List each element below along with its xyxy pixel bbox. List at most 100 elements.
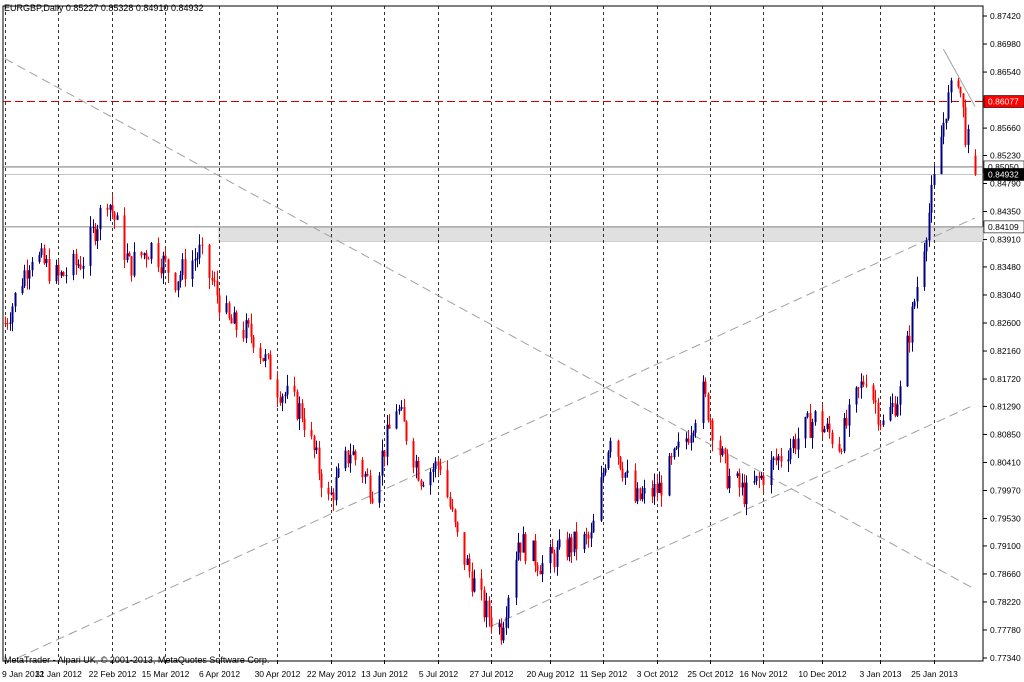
candle bbox=[753, 470, 756, 485]
candle-body bbox=[72, 253, 75, 276]
candle bbox=[860, 373, 863, 399]
candle-body bbox=[21, 285, 24, 293]
candle bbox=[539, 565, 542, 575]
candle-body bbox=[429, 471, 432, 486]
candle-body bbox=[225, 303, 228, 313]
candle-body bbox=[707, 393, 710, 421]
candle-body bbox=[177, 281, 180, 291]
candle bbox=[162, 251, 165, 285]
candle bbox=[840, 448, 843, 455]
candle bbox=[587, 531, 590, 548]
candle-body bbox=[405, 421, 408, 442]
price-tick-label: 0.81290 bbox=[990, 401, 1021, 411]
candle bbox=[806, 411, 809, 419]
candle-body bbox=[383, 450, 386, 457]
candle-body bbox=[301, 403, 304, 419]
price-label: 0.84932 bbox=[988, 169, 1019, 179]
candle bbox=[483, 586, 486, 622]
candle-body bbox=[860, 381, 863, 389]
candle-body bbox=[77, 264, 80, 266]
candle-body bbox=[857, 387, 860, 389]
candle bbox=[794, 433, 797, 455]
candle bbox=[668, 453, 671, 497]
candle bbox=[181, 253, 184, 280]
candle bbox=[690, 426, 693, 451]
time-tick-label: 11 Sep 2012 bbox=[580, 669, 628, 679]
candle-body bbox=[899, 386, 902, 405]
candle bbox=[694, 419, 697, 438]
price-tick-label: 0.83480 bbox=[990, 262, 1021, 272]
time-tick-label: 31 Jan 2012 bbox=[35, 669, 82, 679]
candle-body bbox=[157, 243, 160, 268]
candle bbox=[310, 421, 313, 440]
candle-body bbox=[485, 600, 488, 618]
candle bbox=[656, 473, 659, 502]
candle bbox=[772, 456, 775, 470]
candle-body bbox=[6, 323, 9, 325]
candle bbox=[857, 386, 860, 399]
candle bbox=[862, 375, 865, 388]
candle bbox=[123, 207, 126, 269]
candle-body bbox=[437, 461, 440, 466]
candle bbox=[96, 224, 99, 249]
candle bbox=[908, 325, 911, 353]
candle bbox=[826, 417, 829, 432]
candle bbox=[962, 93, 965, 118]
candle bbox=[797, 427, 800, 458]
candle bbox=[9, 312, 12, 331]
candle bbox=[109, 204, 112, 222]
candle-body bbox=[23, 270, 26, 286]
candle-body bbox=[284, 394, 287, 397]
candle bbox=[6, 318, 9, 330]
time-tick-label: 5 Jul 2012 bbox=[419, 669, 458, 679]
candle bbox=[250, 313, 253, 344]
candle-body bbox=[313, 436, 316, 451]
trendline-1 bbox=[4, 217, 976, 665]
candle bbox=[755, 475, 758, 486]
trendline-3 bbox=[942, 48, 976, 107]
candle bbox=[894, 396, 897, 418]
candle bbox=[660, 475, 663, 507]
candle-body bbox=[641, 493, 644, 500]
candle bbox=[882, 414, 885, 427]
candle-body bbox=[45, 259, 48, 264]
candle-body bbox=[690, 435, 693, 443]
candle-body bbox=[668, 456, 671, 496]
candle bbox=[626, 459, 629, 478]
candle bbox=[762, 472, 765, 493]
candle-body bbox=[286, 385, 289, 395]
candle bbox=[208, 243, 211, 290]
candle bbox=[245, 313, 248, 343]
time-tick-label: 13 Jun 2012 bbox=[361, 669, 408, 679]
candle-body bbox=[536, 565, 539, 571]
candle-body bbox=[463, 532, 466, 565]
candle bbox=[728, 468, 731, 494]
candle bbox=[79, 256, 82, 271]
candle-body bbox=[296, 391, 299, 419]
candle bbox=[130, 255, 133, 282]
candle-body bbox=[609, 440, 612, 453]
candle-body bbox=[736, 473, 739, 476]
candle-body bbox=[823, 429, 826, 433]
candle bbox=[99, 204, 102, 241]
candle-body bbox=[947, 92, 950, 119]
candle bbox=[279, 391, 282, 406]
candle-body bbox=[500, 623, 503, 641]
candle-body bbox=[775, 457, 778, 461]
candle bbox=[303, 408, 306, 438]
time-tick-label: 9 Jan 2012 bbox=[2, 669, 44, 679]
candle bbox=[621, 461, 624, 482]
candle bbox=[147, 256, 150, 260]
candle-body bbox=[811, 422, 814, 438]
candle bbox=[780, 448, 783, 468]
candle bbox=[653, 473, 656, 505]
candle bbox=[432, 463, 435, 483]
candle bbox=[602, 467, 605, 482]
candle-body bbox=[651, 487, 654, 497]
candle bbox=[65, 267, 68, 284]
candle-body bbox=[743, 482, 746, 505]
candle bbox=[364, 471, 367, 484]
candle-body bbox=[279, 397, 282, 403]
candle-body bbox=[974, 155, 977, 175]
